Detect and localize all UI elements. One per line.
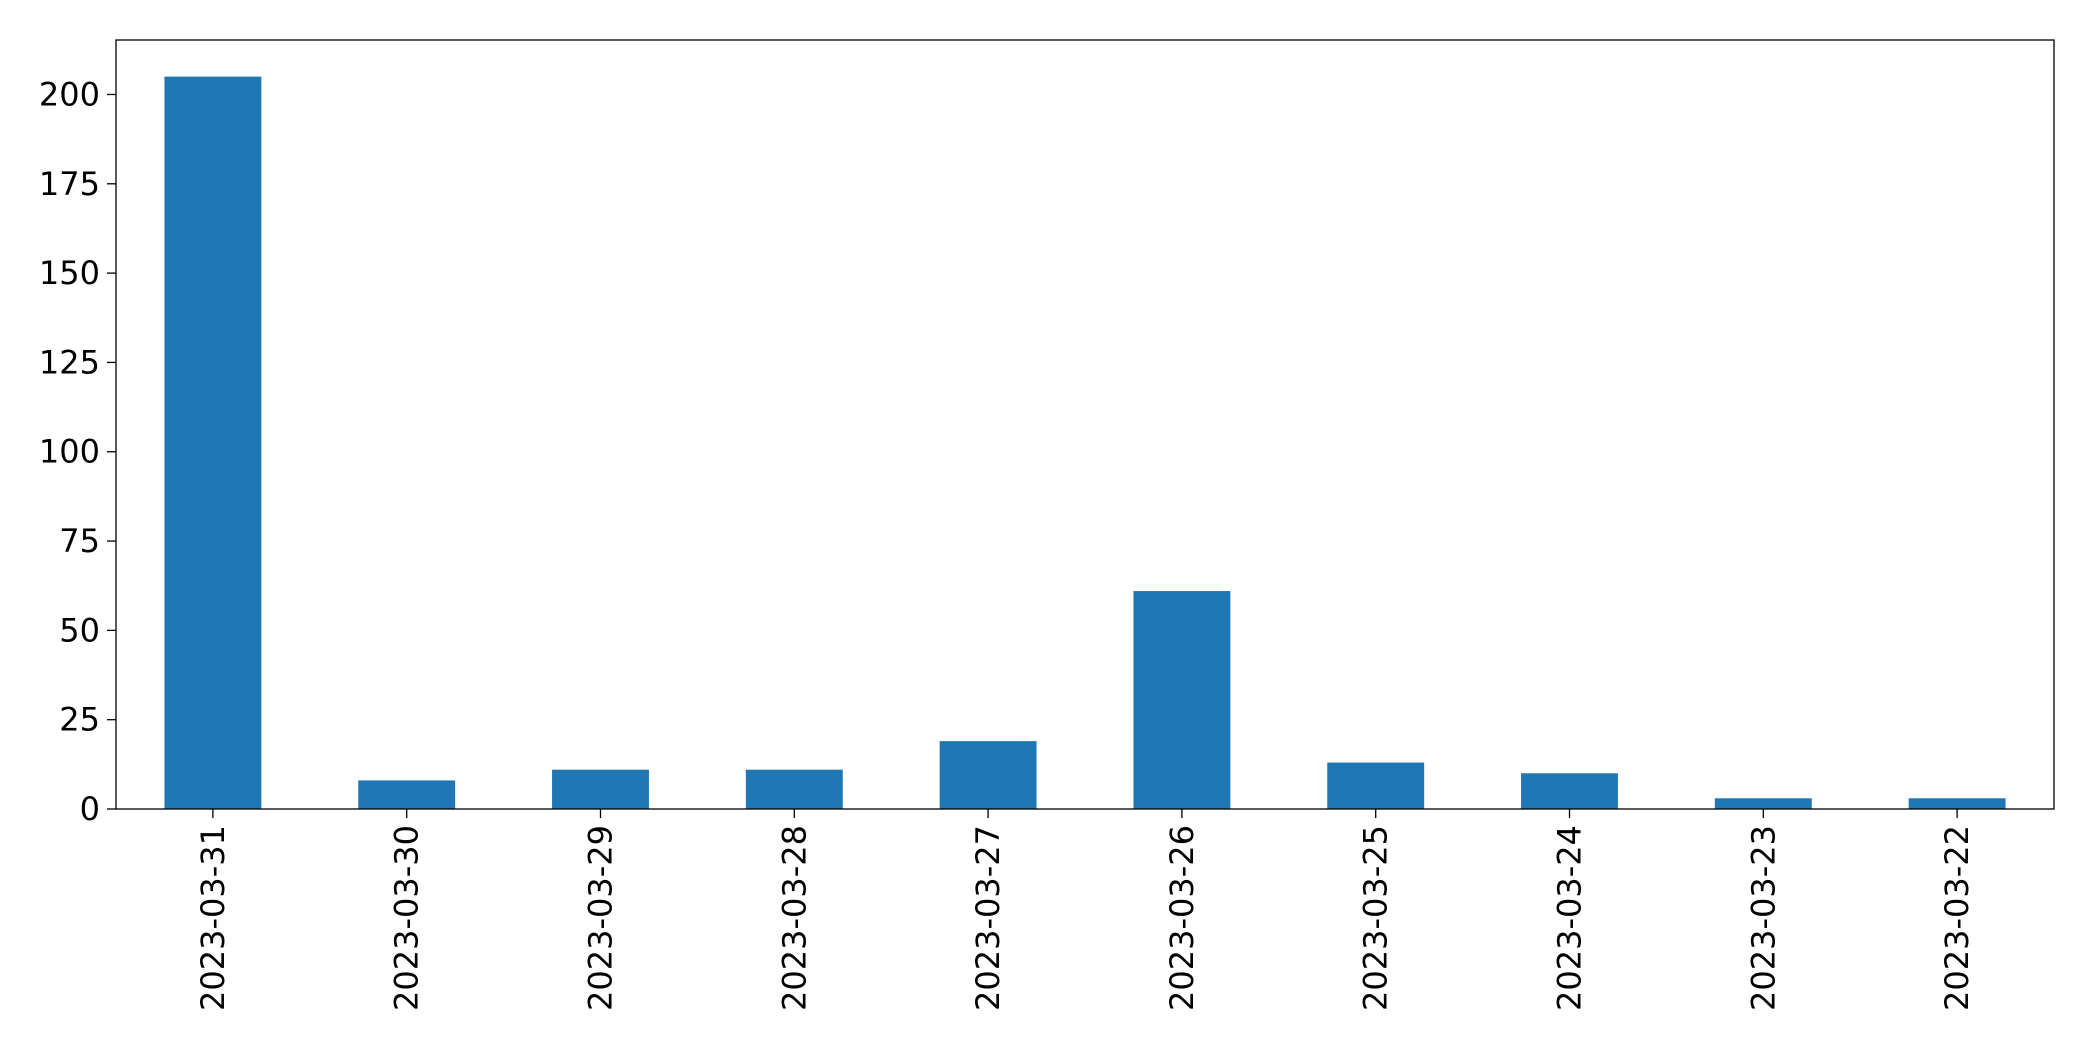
y-tick-label: 50 xyxy=(59,611,100,649)
bar xyxy=(1908,798,2006,809)
x-tick-label: 2023-03-31 xyxy=(194,825,232,1011)
y-tick-label: 75 xyxy=(59,522,100,560)
plot-frame xyxy=(115,39,2055,810)
y-tick-label: 25 xyxy=(59,701,100,739)
y-tick-label: 100 xyxy=(39,433,100,471)
x-tick-label: 2023-03-24 xyxy=(1551,825,1589,1011)
bar xyxy=(552,769,649,809)
bar xyxy=(164,76,262,810)
x-tick-label: 2023-03-25 xyxy=(1357,825,1395,1011)
x-tick-label: 2023-03-29 xyxy=(582,825,620,1011)
bar xyxy=(1714,798,1812,809)
x-tick-label: 2023-03-30 xyxy=(388,825,426,1011)
y-tick-label: 0 xyxy=(80,790,100,828)
y-tick-label: 150 xyxy=(39,254,100,292)
bar xyxy=(1133,591,1231,809)
bar xyxy=(1327,762,1425,809)
bar xyxy=(358,780,456,809)
bar xyxy=(939,741,1037,809)
y-tick-label: 200 xyxy=(39,75,100,113)
x-tick-label: 2023-03-27 xyxy=(969,825,1007,1011)
x-tick-label: 2023-03-26 xyxy=(1163,825,1201,1011)
x-tick-label: 2023-03-22 xyxy=(1938,825,1976,1011)
x-tick-label: 2023-03-23 xyxy=(1744,825,1782,1011)
y-tick-label: 125 xyxy=(39,343,100,381)
x-tick-label: 2023-03-28 xyxy=(775,825,813,1011)
y-tick-label: 175 xyxy=(39,165,100,203)
bar xyxy=(745,769,843,809)
bar xyxy=(1521,773,1618,809)
